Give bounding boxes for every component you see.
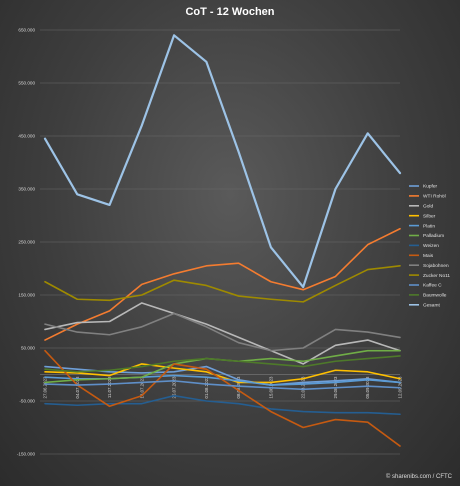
legend-label: Kaffee C [423,283,442,289]
series-line [44,365,401,386]
series-line [44,363,401,384]
series-line [44,265,401,303]
legend-label: Gesamt [423,303,440,309]
x-tick-label: 11.07.2023 [107,376,112,398]
legend-label: Zucker No11 [423,273,450,279]
x-tick-label: 08.08.2023 [236,376,241,399]
series-line [44,380,401,391]
x-tick-label: 05.09.2023 [365,376,370,399]
y-tick-label: -50.000 [19,399,35,404]
y-tick-label: 450.000 [18,134,35,139]
x-tick-label: 18.07.2023 [139,376,144,399]
x-tick-label: 25.07.2023 [172,376,177,399]
y-tick-label: 250.000 [18,240,35,245]
y-tick-label: -150.000 [17,452,36,457]
legend-label: Silber [423,213,436,219]
legend-label: Mais [423,253,434,259]
x-tick-label: 22.08.2023 [301,376,306,399]
legend: Kupfer WTI Rohöl Gold Silber Platin Palladium… [409,184,450,309]
series-line [43,34,402,289]
y-tick-label: 350.000 [18,187,35,192]
x-tick-label: 27.06.2023 [43,376,48,399]
legend-label: Gold [423,204,433,210]
series-line [44,302,401,365]
y-tick-label: 650.000 [18,28,35,33]
y-tick-label: 50.000 [21,346,35,351]
y-tick-label: 550.000 [18,81,35,86]
legend-label: Sojabohnen [423,263,449,269]
legend-label: Platin [423,223,435,229]
grid-layer [40,29,400,455]
legend-label: Palladium [423,233,444,239]
series-line [44,394,401,416]
y-tick-label: 150.000 [18,293,35,298]
y-axis-ticks: -150.000 -50.000 50.000 150.000 250.000 350.0… [17,28,36,457]
x-tick-label: 01.08.2023 [204,376,209,399]
chart-title: CoT - 12 Wochen [185,6,274,18]
legend-label: Weizen [423,243,439,249]
legend-label: WTI Rohöl [423,194,446,200]
legend-label: Kupfer [423,184,438,190]
series-layer [43,34,402,447]
series-line [44,349,401,447]
series-line [44,355,401,373]
legend-label: Baumwolle [423,293,447,299]
source-note: © sharenibs.com / CFTC [386,473,453,480]
x-tick-label: 04.07.2023 [75,376,80,399]
series-line [44,227,401,341]
series-line [44,312,401,352]
